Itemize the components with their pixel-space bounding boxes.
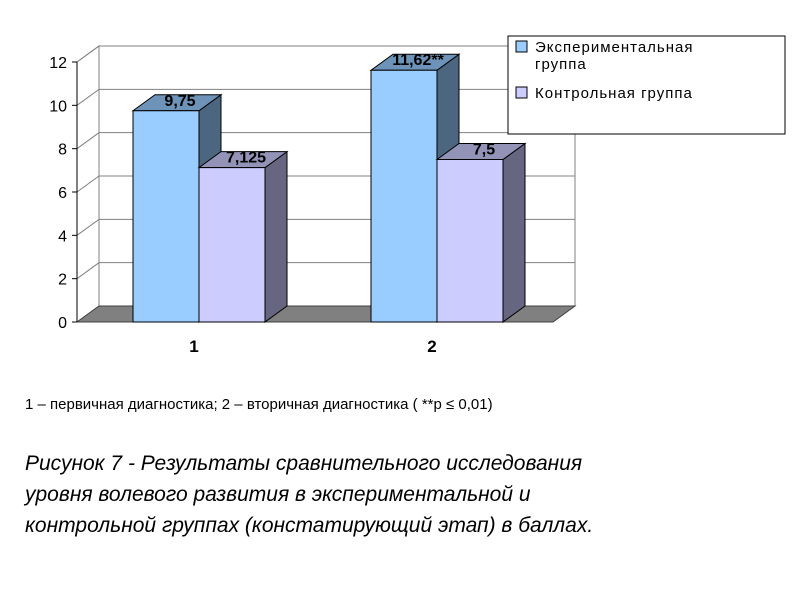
data-label: 7,125 [226, 150, 266, 167]
legend-label: группа [535, 56, 587, 73]
gridline [76, 45, 575, 63]
bar-chart: 0 2 4 6 8 10 12 9,75 7,125 1 11,62** 7,5 2 Эксперимен… [49, 35, 786, 356]
legend-label: Экспериментальная [535, 39, 694, 56]
figure-caption: Рисунок 7 - Результаты сравнительного ис… [25, 448, 765, 541]
data-label: 7,5 [473, 142, 495, 159]
bar-side [502, 142, 526, 323]
y-tick-label: 2 [58, 272, 67, 289]
legend-label: Контрольная группа [535, 85, 693, 102]
y-tick-label: 6 [58, 185, 67, 202]
bar-front [370, 69, 438, 323]
bar-front [132, 110, 200, 323]
y-tick-label: 8 [58, 142, 67, 159]
y-tick-label: 4 [58, 228, 67, 245]
bar-front [436, 159, 504, 323]
bar-side [264, 150, 288, 323]
data-label: 11,62** [392, 52, 444, 69]
legend-swatch [515, 40, 528, 53]
y-tick-label: 12 [49, 55, 67, 72]
data-label: 9,75 [164, 93, 195, 110]
caption-line-2: уровня волевого развития в экспериментал… [25, 483, 531, 506]
x-category-label: 2 [427, 337, 436, 356]
legend-box [507, 35, 786, 135]
y-tick-label: 0 [58, 315, 67, 332]
caption-line-3: контрольной группах (констатирующий этап… [25, 514, 594, 537]
y-tick-label: 10 [49, 98, 67, 115]
chart-note: 1 – первичная диагностика; 2 – вторичная… [25, 396, 493, 413]
caption-line-1: Рисунок 7 - Результаты сравнительного ис… [25, 452, 583, 475]
x-category-label: 1 [189, 337, 198, 356]
legend-swatch [515, 86, 528, 99]
bar-front [198, 167, 266, 323]
